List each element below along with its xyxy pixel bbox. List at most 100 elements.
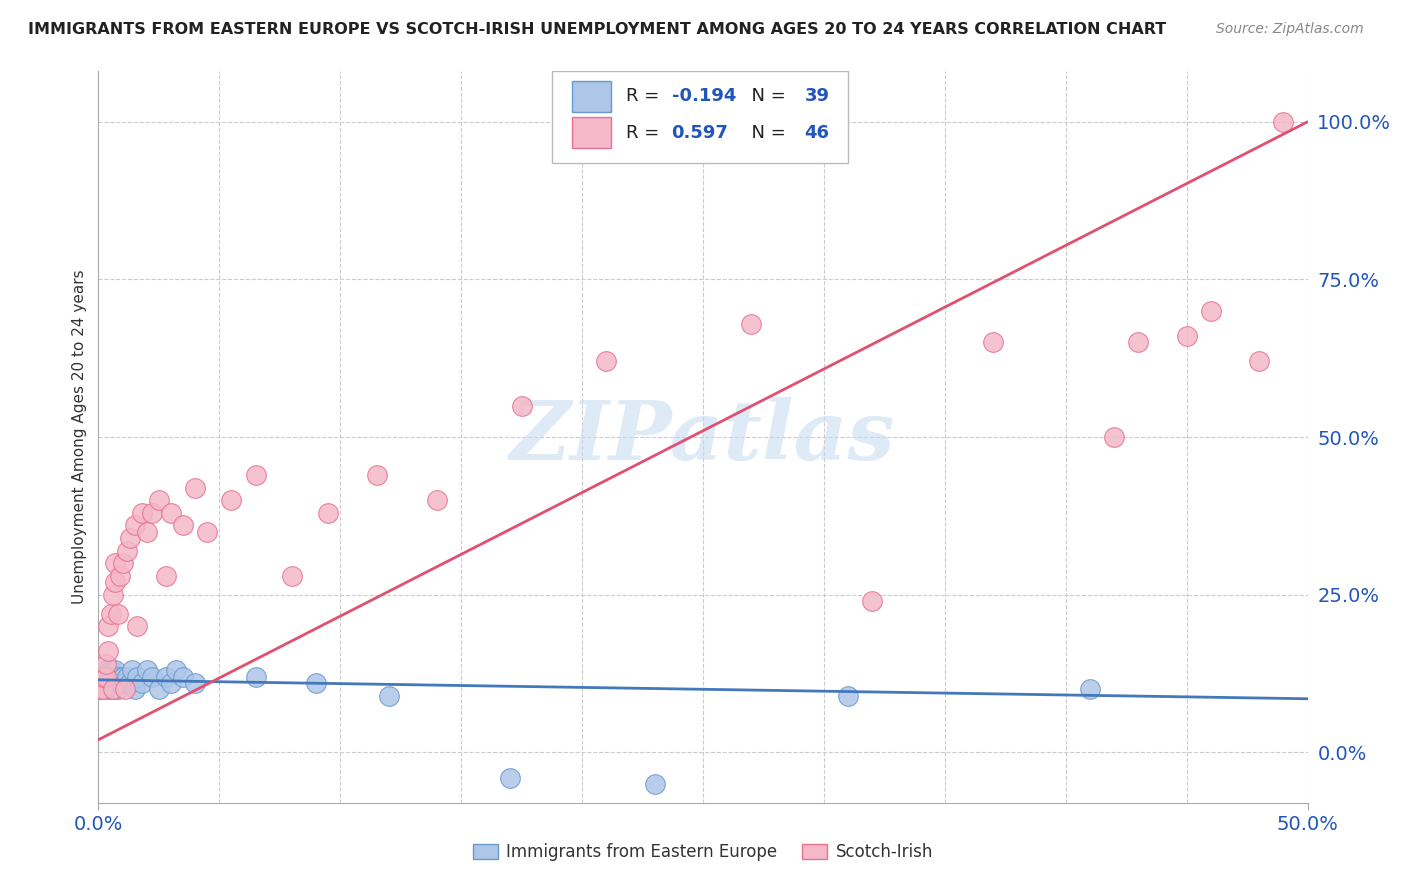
Text: 39: 39 (804, 87, 830, 105)
Point (131, 506, 153, 520)
Point (195, 524, 218, 539)
Point (155, 569, 177, 583)
Point (644, 777, 666, 791)
Point (97, 682, 120, 697)
Point (148, 682, 170, 697)
Point (281, 569, 304, 583)
FancyBboxPatch shape (572, 81, 612, 112)
FancyBboxPatch shape (551, 71, 848, 163)
Point (104, 676, 127, 690)
Point (97, 670, 120, 684)
Point (498, 771, 520, 785)
Point (595, 354, 617, 368)
Point (117, 670, 139, 684)
Text: R =: R = (626, 87, 665, 105)
Point (1272, 115, 1295, 129)
Point (131, 676, 153, 690)
Text: Source: ZipAtlas.com: Source: ZipAtlas.com (1216, 22, 1364, 37)
Point (94, 664, 117, 678)
Point (100, 676, 122, 690)
Point (135, 664, 157, 678)
Text: N =: N = (741, 124, 792, 142)
Point (184, 676, 207, 690)
Point (108, 569, 131, 583)
Point (316, 506, 339, 520)
Point (426, 493, 449, 508)
Text: R =: R = (626, 124, 671, 142)
Point (148, 493, 170, 508)
Point (94, 670, 117, 684)
Text: 46: 46 (804, 124, 830, 142)
Point (366, 467, 388, 482)
Point (1078, 682, 1101, 697)
Point (107, 682, 129, 697)
Point (91, 682, 114, 697)
Point (104, 575, 127, 590)
Point (160, 676, 183, 690)
Point (91, 670, 114, 684)
Point (1102, 430, 1125, 444)
Point (107, 670, 129, 684)
Point (118, 676, 141, 690)
Point (165, 664, 187, 678)
Point (305, 676, 328, 690)
Point (172, 670, 194, 684)
Point (155, 670, 177, 684)
Point (245, 670, 267, 684)
Point (245, 467, 267, 482)
Point (377, 689, 399, 703)
Point (94, 657, 117, 671)
Point (160, 506, 183, 520)
Point (141, 670, 163, 684)
Point (135, 524, 157, 539)
Point (1249, 354, 1271, 368)
Text: IMMIGRANTS FROM EASTERN EUROPE VS SCOTCH-IRISH UNEMPLOYMENT AMONG AGES 20 TO 24 : IMMIGRANTS FROM EASTERN EUROPE VS SCOTCH… (28, 22, 1167, 37)
Point (108, 676, 131, 690)
Point (114, 676, 136, 690)
Point (1128, 335, 1150, 350)
Point (90, 682, 112, 697)
Point (172, 518, 194, 533)
Point (107, 607, 129, 621)
Point (97, 619, 120, 633)
Point (124, 682, 146, 697)
Point (510, 399, 533, 413)
Point (117, 543, 139, 558)
Text: ZIPatlas: ZIPatlas (510, 397, 896, 477)
Point (101, 670, 124, 684)
Point (221, 493, 243, 508)
FancyBboxPatch shape (572, 118, 612, 148)
Point (141, 506, 163, 520)
Point (837, 689, 859, 703)
Point (111, 556, 134, 570)
Point (90, 682, 112, 697)
Legend: Immigrants from Eastern Europe, Scotch-Irish: Immigrants from Eastern Europe, Scotch-I… (467, 837, 939, 868)
Point (101, 588, 124, 602)
Text: N =: N = (741, 87, 792, 105)
Point (124, 518, 146, 533)
Point (121, 664, 143, 678)
Point (104, 664, 127, 678)
Text: -0.194: -0.194 (672, 87, 735, 105)
Point (104, 556, 127, 570)
Point (101, 682, 124, 697)
Point (981, 335, 1004, 350)
Point (111, 670, 134, 684)
Point (740, 317, 762, 331)
Point (91, 682, 114, 697)
Point (1199, 304, 1222, 318)
Point (114, 682, 136, 697)
Point (94, 676, 117, 690)
Point (184, 481, 207, 495)
Point (1175, 329, 1198, 343)
Text: 0.597: 0.597 (672, 124, 728, 142)
Point (127, 670, 149, 684)
Point (118, 531, 141, 545)
Point (100, 607, 122, 621)
Point (860, 594, 883, 608)
Point (91, 670, 114, 684)
Y-axis label: Unemployment Among Ages 20 to 24 years: Unemployment Among Ages 20 to 24 years (72, 269, 87, 605)
Point (127, 619, 149, 633)
Point (100, 664, 122, 678)
Point (101, 682, 124, 697)
